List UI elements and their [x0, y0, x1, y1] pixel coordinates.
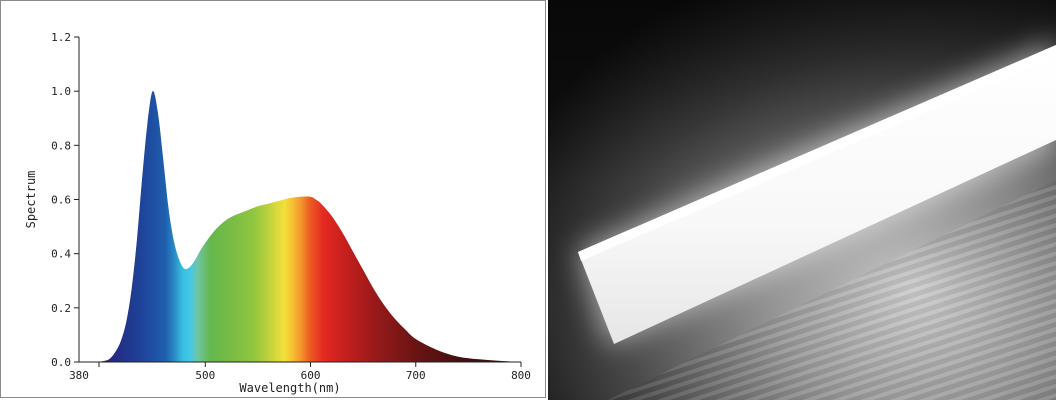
y-tick-label: 0.8 [51, 139, 71, 152]
y-ticks: 0.0 0.2 0.4 0.6 0.8 1.0 1.2 [51, 31, 79, 369]
spectrum-chart: 0.0 0.2 0.4 0.6 0.8 1.0 1.2 380 500 600 700 800 Wa… [24, 31, 531, 395]
y-tick-label: 0.2 [51, 302, 71, 315]
y-tick-label: 1.2 [51, 31, 71, 44]
led-tube [578, 45, 1056, 344]
ribbed-reflector [608, 180, 1056, 400]
led-tube-photo [548, 0, 1056, 400]
y-tick-label: 0.4 [51, 248, 71, 261]
x-tick-label: 600 [301, 369, 321, 382]
tube-highlight [578, 45, 1056, 261]
y-axis-title: Spectrum [24, 171, 38, 229]
x-tick-label: 700 [406, 369, 426, 382]
y-tick-label: 0.0 [51, 356, 71, 369]
x-axis-title: Wavelength(nm) [239, 381, 340, 395]
x-tick-label: 800 [511, 369, 531, 382]
spectrum-area [79, 90, 521, 362]
spectrum-area-layer [79, 90, 521, 362]
y-tick-label: 0.6 [51, 194, 71, 207]
x-tick-label: 500 [195, 369, 215, 382]
y-tick-label: 1.0 [51, 85, 71, 98]
x-ticks: 380 500 600 700 800 [69, 362, 531, 382]
led-tube-photo-svg [548, 0, 1056, 400]
x-tick-label: 380 [69, 369, 89, 382]
spectrum-chart-panel: 0.0 0.2 0.4 0.6 0.8 1.0 1.2 380 500 600 700 800 Wa… [0, 0, 546, 398]
